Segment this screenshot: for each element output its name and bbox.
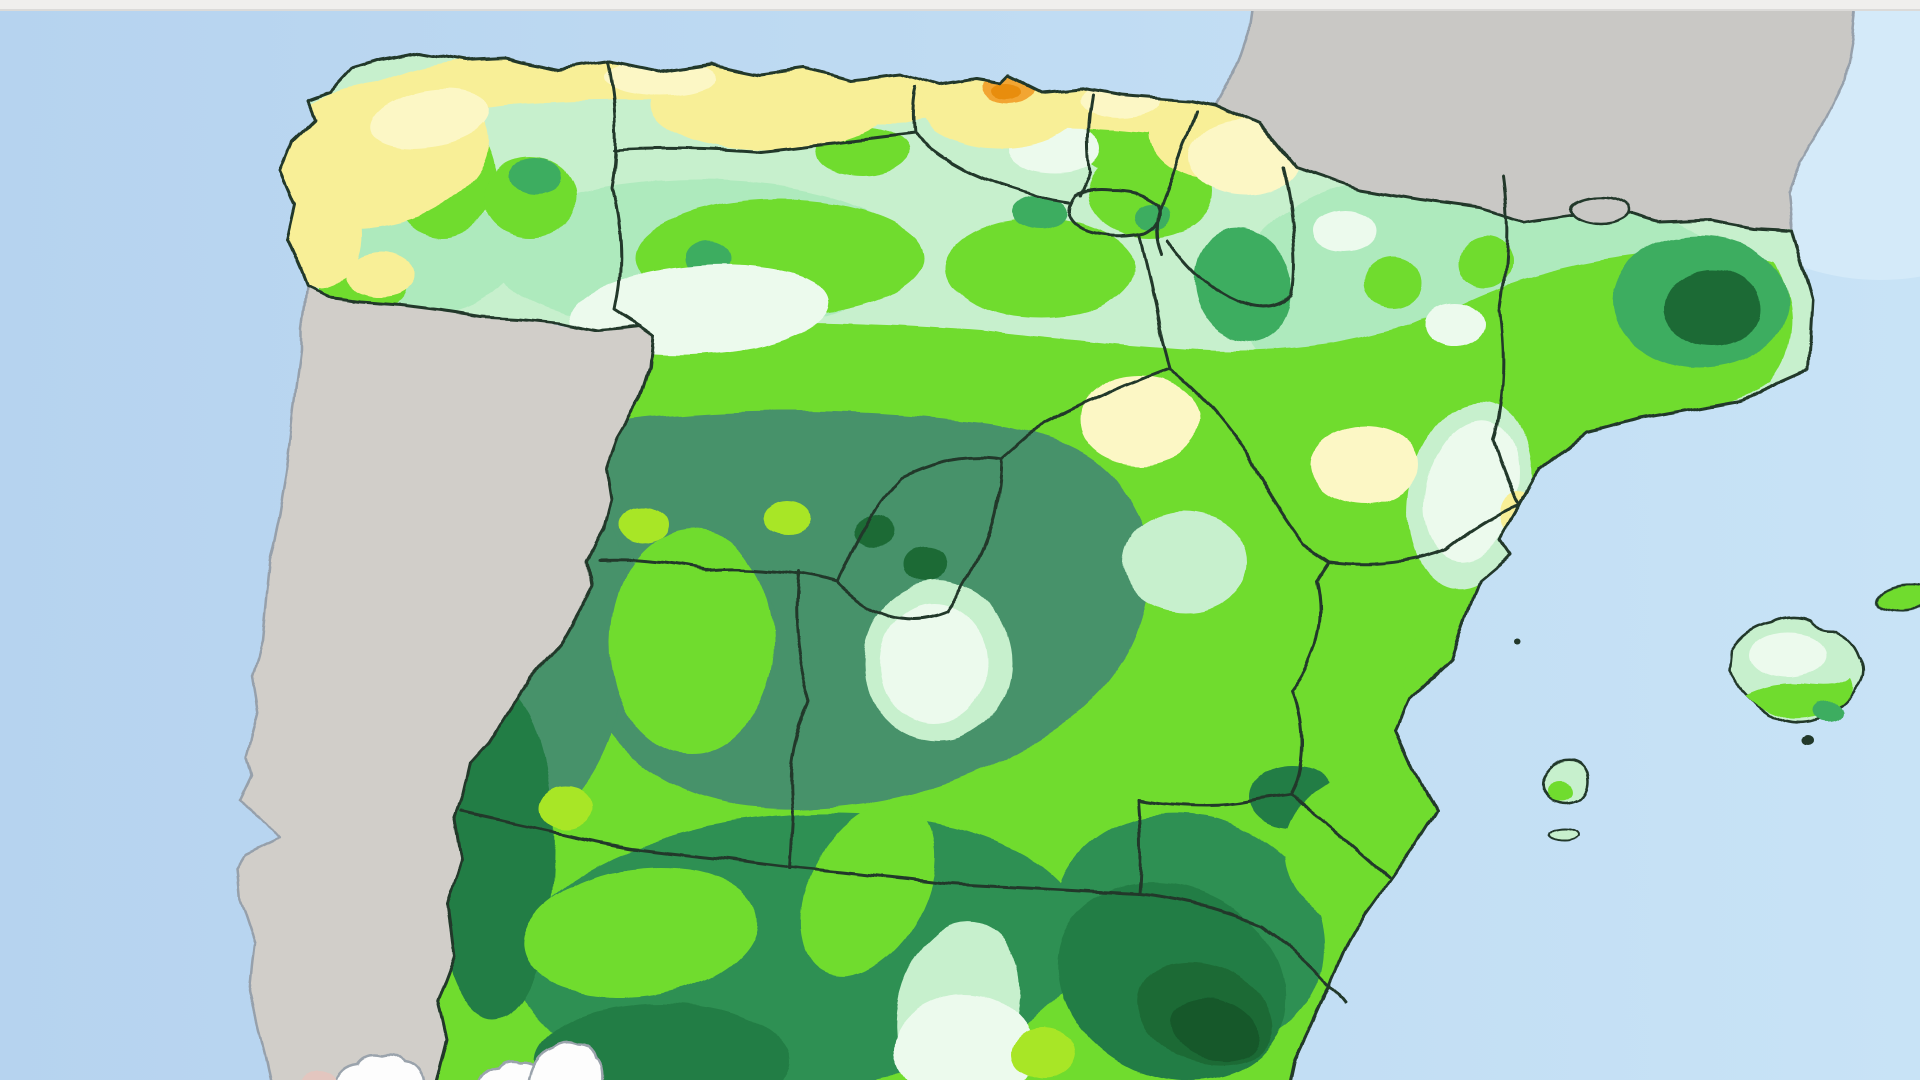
formentera-island [1549, 828, 1579, 842]
pyrenees-gray-notch [1568, 194, 1632, 226]
region-border [1166, 166, 1296, 308]
menorca-island [1877, 583, 1920, 613]
bottom-cutoff-icons [302, 1040, 604, 1080]
landmasses [235, 7, 1920, 1080]
precip-zone [610, 530, 774, 754]
region-border [910, 86, 917, 136]
precip-zone [854, 514, 896, 546]
precip-zone [522, 866, 758, 998]
region-border [1136, 793, 1292, 808]
region-border [1288, 560, 1332, 797]
region-border [1328, 503, 1522, 566]
precip-zone [1310, 425, 1420, 505]
region-border [1288, 793, 1390, 880]
region-border [788, 570, 812, 870]
precip-zone [800, 802, 936, 978]
precip-zone [1664, 270, 1760, 346]
precip-zone [1194, 227, 1292, 343]
balearic-islands [1516, 583, 1920, 842]
precip-zone [509, 158, 561, 194]
france-mediterranean-coastline [1786, 7, 1857, 231]
precip-zone [1425, 303, 1485, 347]
region-border [1136, 892, 1347, 1004]
precip-zone [1134, 203, 1170, 229]
region-border [1168, 366, 1332, 564]
precip-zone [280, 180, 360, 290]
region-border [606, 60, 642, 328]
region-border [460, 810, 1140, 896]
precip-zone [880, 604, 988, 724]
region-border [1078, 93, 1094, 197]
spain-coastline [278, 50, 1814, 1080]
region-border [911, 132, 1070, 204]
portugal-coastline [235, 287, 309, 1080]
france-atlantic-coastline [1213, 7, 1255, 106]
cloud-pink-icon [302, 1070, 338, 1080]
region-border [1138, 233, 1172, 370]
precip-zone [894, 994, 1034, 1080]
region-border [1492, 174, 1522, 507]
precip-zone [619, 508, 667, 544]
precip-zone [1080, 375, 1200, 465]
region-border [1155, 108, 1199, 254]
precip-zone [1123, 512, 1247, 612]
precip-zone [1458, 237, 1512, 287]
precip-zone [1011, 1027, 1075, 1079]
cloud-icon [335, 1053, 424, 1080]
precip-zone [345, 253, 415, 297]
precip-zone [540, 785, 594, 829]
orange-anomaly-core [991, 84, 1021, 100]
cloud-icon [527, 1040, 604, 1080]
region-border [1136, 798, 1142, 896]
columbretes-islet [1516, 638, 1522, 644]
precip-zone [1171, 997, 1259, 1063]
region-border [1000, 366, 1172, 462]
precip-zone [945, 218, 1135, 318]
precip-zone [1424, 419, 1520, 561]
mallorca-shade-east [1812, 702, 1844, 722]
precip-zone [1013, 196, 1067, 230]
precip-zone [370, 88, 490, 148]
region-border [613, 132, 915, 154]
portugal-landmass [237, 288, 653, 1080]
france-landmass [1215, 8, 1855, 230]
region-borders [460, 60, 1522, 1004]
precip-zone [1363, 256, 1423, 310]
mallorca-shade-center [1750, 633, 1826, 677]
precip-zone [764, 501, 812, 535]
topbar-divider [0, 9, 1920, 11]
region-border [836, 456, 1004, 585]
cabrera-islet [1802, 737, 1814, 747]
precip-zone [1313, 210, 1377, 250]
ibiza-shade [1546, 781, 1574, 799]
precip-zone [903, 547, 949, 583]
region-border [836, 458, 1004, 621]
precip-zone [534, 1004, 790, 1080]
topbar [0, 0, 1920, 10]
